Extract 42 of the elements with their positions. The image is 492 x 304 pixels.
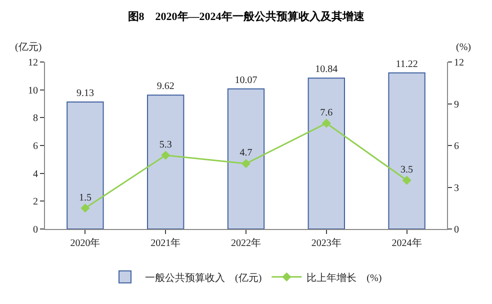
bar (66, 101, 104, 229)
bar (308, 78, 345, 229)
y2-axis-title: (%) (456, 42, 471, 53)
data-label: 9.13 (76, 88, 94, 99)
data-label: 4.7 (240, 148, 252, 159)
legend-label: 一般公共预算收入 (亿元) (145, 272, 262, 284)
data-label: 11.22 (396, 58, 418, 70)
point (161, 150, 170, 160)
x-tick-label: 2023年 (311, 237, 342, 249)
bar (388, 72, 426, 229)
y2-tick-label: 9 (454, 99, 459, 110)
y2-tick-label: 6 (454, 141, 459, 152)
data-label: 9.62 (156, 81, 174, 92)
y-tick-label: 4 (33, 168, 38, 180)
bar (227, 88, 265, 229)
data-label: 3.5 (400, 164, 414, 176)
chart-title: 图8 2020年—2024年一般公共预算收入及其增速 (128, 10, 366, 23)
x-tick-label: 2020年 (70, 237, 100, 249)
y-tick-label: 12 (28, 58, 38, 68)
data-label: 10.07 (234, 74, 258, 86)
legend-label: 比上年增长 (%) (306, 272, 382, 284)
y2-tick-label: 0 (454, 224, 459, 236)
y2-tick-label: 12 (454, 58, 464, 68)
point (322, 118, 331, 128)
y-tick-label: 6 (33, 141, 38, 152)
x-tick-label: 2024年 (392, 237, 422, 249)
data-label: 1.5 (78, 192, 92, 204)
point (241, 159, 251, 168)
data-label: 10.84 (315, 64, 338, 76)
y-tick-label: 8 (33, 113, 38, 124)
y-tick-label: 0 (33, 224, 38, 236)
y-axis-title: (亿元) (15, 42, 42, 53)
point (80, 204, 90, 213)
x-tick-label: 2022年 (231, 237, 261, 249)
y-tick-label: 10 (28, 85, 38, 96)
point (402, 176, 412, 185)
x-tick-label: 2021年 (150, 237, 181, 249)
bar (147, 94, 184, 229)
y2-tick-label: 3 (454, 182, 459, 194)
data-label: 5.3 (159, 139, 172, 150)
data-label: 7.6 (320, 107, 333, 118)
y-tick-label: 2 (33, 196, 38, 208)
